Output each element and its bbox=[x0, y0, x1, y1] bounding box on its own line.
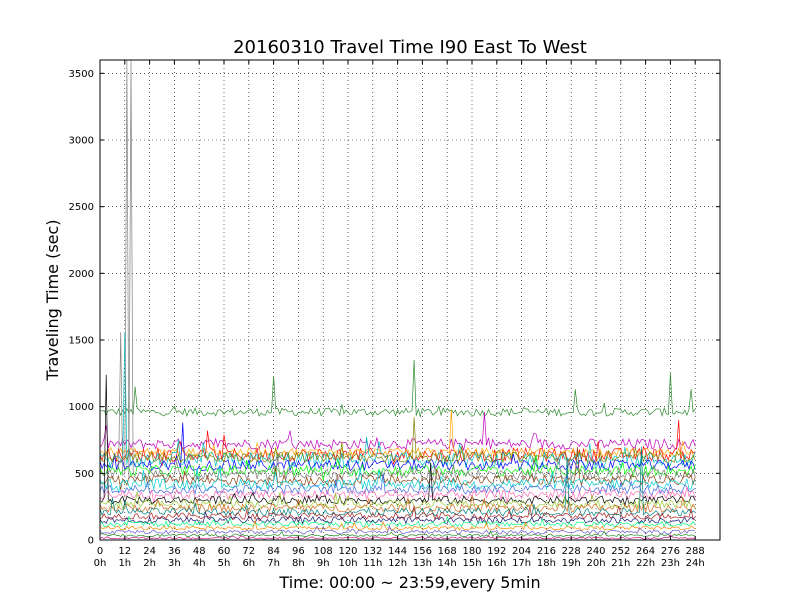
x-tick-label: 96 bbox=[292, 546, 305, 557]
x-tick-hour-label: 24h bbox=[686, 558, 705, 569]
x-tick-label: 12 bbox=[118, 546, 131, 557]
x-tick-label: 276 bbox=[661, 546, 680, 557]
series-line bbox=[100, 411, 696, 452]
x-tick-hour-label: 3h bbox=[168, 558, 181, 569]
x-tick-hour-label: 8h bbox=[292, 558, 305, 569]
x-tick-label: 132 bbox=[363, 546, 382, 557]
series-line bbox=[100, 417, 696, 464]
y-tick-label: 500 bbox=[75, 469, 94, 480]
x-tick-hour-label: 20h bbox=[586, 558, 605, 569]
x-tick-label: 192 bbox=[487, 546, 506, 557]
x-tick-label: 108 bbox=[314, 546, 333, 557]
x-tick-hour-label: 1h bbox=[118, 558, 131, 569]
series-line bbox=[100, 409, 696, 460]
series-line bbox=[100, 485, 696, 504]
y-tick-label: 2000 bbox=[69, 269, 94, 280]
plot-frame bbox=[99, 59, 721, 541]
x-tick-hour-label: 4h bbox=[193, 558, 206, 569]
y-tick-label: 1000 bbox=[69, 402, 94, 413]
series-line bbox=[100, 524, 696, 535]
x-tick-hour-label: 15h bbox=[462, 558, 481, 569]
x-tick-hour-label: 7h bbox=[267, 558, 280, 569]
series-line bbox=[100, 505, 696, 522]
y-ticks: 0 500 1000 1500 2000 2500 3000 3500 bbox=[69, 69, 720, 547]
x-tick-hour-label: 18h bbox=[537, 558, 556, 569]
x-tick-hour-label: 21h bbox=[611, 558, 630, 569]
x-tick-label: 84 bbox=[267, 546, 280, 557]
series-line bbox=[100, 359, 696, 418]
series-line bbox=[100, 472, 696, 497]
x-tick-label: 204 bbox=[512, 546, 531, 557]
x-tick-label: 288 bbox=[686, 546, 705, 557]
x-tick-hour-label: 0h bbox=[94, 558, 107, 569]
x-tick-hour-label: 13h bbox=[413, 558, 432, 569]
y-tick-label: 2500 bbox=[69, 202, 94, 213]
x-tick-label: 252 bbox=[611, 546, 630, 557]
x-tick-label: 168 bbox=[438, 546, 457, 557]
y-tick-label: 3500 bbox=[69, 69, 94, 80]
x-tick-hour-label: 22h bbox=[636, 558, 655, 569]
y-axis-label: Traveling Time (sec) bbox=[43, 219, 62, 381]
x-tick-label: 216 bbox=[537, 546, 556, 557]
x-tick-label: 48 bbox=[193, 546, 206, 557]
x-tick-hour-label: 19h bbox=[562, 558, 581, 569]
x-tick-label: 144 bbox=[388, 546, 407, 557]
grid-layer bbox=[99, 60, 720, 541]
x-tick-hour-label: 10h bbox=[338, 558, 357, 569]
x-tick-label: 60 bbox=[218, 546, 231, 557]
x-tick-label: 24 bbox=[143, 546, 156, 557]
series-line bbox=[100, 465, 696, 493]
x-tick-hour-label: 16h bbox=[487, 558, 506, 569]
x-tick-hour-label: 2h bbox=[143, 558, 156, 569]
series-layer bbox=[100, 60, 696, 540]
series-line bbox=[100, 331, 696, 470]
series-line bbox=[100, 374, 696, 507]
series-line bbox=[100, 60, 696, 482]
x-tick-label: 240 bbox=[586, 546, 605, 557]
series-line bbox=[100, 510, 696, 525]
series-line bbox=[100, 515, 696, 529]
x-tick-label: 264 bbox=[636, 546, 655, 557]
series-line bbox=[100, 422, 696, 472]
y-tick-label: 0 bbox=[88, 536, 94, 547]
x-tick-hour-label: 6h bbox=[242, 558, 255, 569]
series-line bbox=[100, 446, 696, 490]
y-tick-label: 1500 bbox=[69, 336, 94, 347]
series-line bbox=[100, 446, 696, 517]
x-tick-label: 0 bbox=[97, 546, 103, 557]
x-tick-hour-label: 17h bbox=[512, 558, 531, 569]
x-tick-hour-label: 14h bbox=[438, 558, 457, 569]
x-tick-label: 72 bbox=[242, 546, 255, 557]
x-tick-hour-label: 5h bbox=[218, 558, 231, 569]
x-tick-label: 228 bbox=[562, 546, 581, 557]
series-line bbox=[100, 520, 696, 532]
chart-title: 20160310 Travel Time I90 East To West bbox=[233, 37, 587, 58]
y-tick-label: 3000 bbox=[69, 136, 94, 147]
x-tick-hour-label: 9h bbox=[317, 558, 330, 569]
x-tick-label: 180 bbox=[462, 546, 481, 557]
x-tick-label: 120 bbox=[338, 546, 357, 557]
series-line bbox=[100, 491, 696, 510]
x-tick-hour-label: 23h bbox=[661, 558, 680, 569]
x-tick-label: 156 bbox=[413, 546, 432, 557]
x-tick-label: 36 bbox=[168, 546, 181, 557]
series-line bbox=[100, 454, 696, 481]
x-tick-hour-label: 11h bbox=[363, 558, 382, 569]
x-axis-label: Time: 00:00 ~ 23:59,every 5min bbox=[278, 573, 540, 592]
x-tick-hour-label: 12h bbox=[388, 558, 407, 569]
